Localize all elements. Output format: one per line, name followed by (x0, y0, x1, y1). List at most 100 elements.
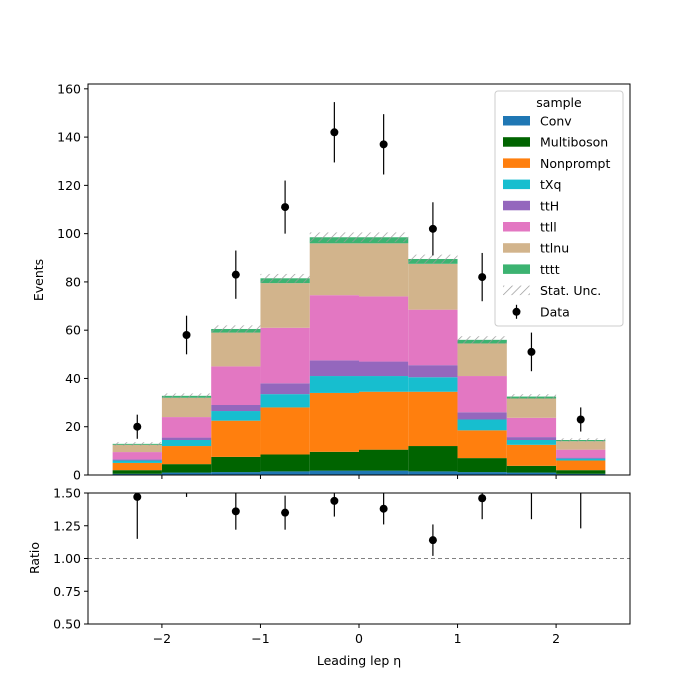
ratio-x-tick-label: −2 (153, 631, 171, 646)
bar-ttll-bin-6 (408, 309, 458, 366)
ratio-y-tick-label: 1.50 (53, 486, 81, 501)
legend-label-conv: Conv (540, 114, 572, 129)
bar-conv-bin-2 (211, 472, 261, 475)
main-y-axis-label: Events (31, 259, 46, 301)
bar-conv-bin-8 (506, 472, 557, 475)
bar-txq-bin-2 (211, 411, 261, 421)
main-panel: 0 20 40 60 80 100 120 140 160 Events (31, 81, 631, 483)
main-y-tick-label: 140 (57, 130, 81, 145)
ratio-point-7 (478, 494, 487, 503)
stat-unc-bin-4 (309, 232, 359, 243)
legend-swatch-nonprompt (503, 158, 530, 168)
bar-ttll-bin-8 (506, 417, 557, 438)
bar-ttll-bin-5 (359, 296, 409, 362)
bar-multiboson-bin-8 (506, 465, 557, 473)
stat-unc-bin-9 (556, 438, 606, 442)
bar-tth-bin-9 (556, 457, 606, 459)
bar-nonprompt-bin-7 (457, 430, 507, 459)
legend-item-nonprompt: Nonprompt (503, 156, 610, 171)
stat-unc-bin-8 (506, 394, 557, 399)
bar-txq-bin-9 (556, 458, 606, 461)
bar-ttlnu-bin-6 (408, 263, 458, 310)
ratio-plot-area (88, 493, 630, 559)
legend-swatch-stat-unc (503, 285, 530, 296)
stat-unc-bin-2 (211, 325, 261, 333)
data-point-5 (379, 140, 388, 149)
legend-items: Conv Multiboson Nonprompt tXq ttH ttll ttlnu tt… (503, 114, 610, 319)
legend-swatch-multiboson (503, 137, 530, 147)
bar-tth-bin-3 (260, 383, 310, 395)
main-y-tick-label: 100 (57, 226, 81, 241)
main-y-tick-label: 160 (57, 81, 81, 96)
data-points (133, 102, 585, 439)
legend-label-tth: ttH (540, 198, 559, 213)
bar-nonprompt-bin-1 (161, 446, 212, 465)
bar-conv-bin-6 (408, 471, 458, 475)
stat-unc-band (112, 232, 606, 446)
stat-unc-bin-7 (457, 336, 507, 344)
bar-conv-bin-7 (457, 472, 507, 475)
legend: sample Conv Multiboson Nonprompt tXq ttH ttll… (494, 90, 624, 327)
ratio-point-2 (231, 507, 240, 516)
ratio-y-tick-label: 0.75 (53, 584, 81, 599)
stat-unc-bin-5 (359, 232, 409, 243)
bar-conv-bin-1 (161, 472, 212, 475)
bar-tth-bin-4 (309, 360, 359, 377)
bar-ttlnu-bin-7 (457, 343, 507, 377)
legend-item-conv: Conv (503, 114, 572, 129)
legend-swatch-ttll (503, 222, 530, 232)
bar-ttlnu-bin-3 (260, 283, 310, 328)
main-y-tick-label: 60 (65, 323, 81, 338)
legend-label-data: Data (540, 304, 570, 319)
bar-nonprompt-bin-8 (506, 444, 557, 466)
ratio-panel: 0.50 0.75 1.00 1.25 1.50 −2 −1 0 1 2 Ratio Leadi… (27, 486, 631, 668)
bar-txq-bin-4 (309, 376, 359, 393)
data-point-2 (231, 270, 240, 279)
main-y-tick-label: 40 (65, 371, 81, 386)
bar-txq-bin-1 (161, 440, 212, 447)
bar-ttll-bin-9 (556, 449, 606, 458)
ratio-point-0 (133, 493, 142, 501)
bar-multiboson-bin-1 (161, 464, 212, 473)
data-point-4 (330, 128, 339, 137)
bar-multiboson-bin-4 (309, 451, 359, 471)
bar-ttlnu-bin-2 (211, 332, 261, 367)
bar-conv-bin-4 (309, 470, 359, 475)
series-txq (112, 376, 606, 463)
ratio-y-tick-label: 1.00 (53, 551, 81, 566)
bar-conv-bin-9 (556, 473, 606, 475)
ratio-point-6 (428, 536, 437, 545)
bar-txq-bin-6 (408, 377, 458, 392)
data-point-9 (576, 415, 585, 424)
bar-ttlnu-bin-8 (506, 398, 557, 418)
main-y-tick-label: 120 (57, 178, 81, 193)
ratio-y-tick-label: 0.50 (53, 617, 81, 632)
series-multiboson (112, 446, 606, 474)
series-ttll (112, 295, 606, 460)
main-y-tick-label: 0 (73, 468, 81, 483)
legend-item-ttlnu: ttlnu (503, 241, 569, 256)
bar-nonprompt-bin-9 (556, 460, 606, 471)
stat-unc-bin-0 (112, 442, 162, 446)
bar-nonprompt-bin-0 (112, 462, 162, 471)
bar-tth-bin-1 (161, 437, 212, 441)
data-point-6 (428, 224, 437, 233)
ratio-axes-frame (87, 492, 631, 625)
bar-conv-bin-3 (260, 471, 310, 475)
bar-multiboson-bin-3 (260, 454, 310, 472)
bar-multiboson-bin-6 (408, 446, 458, 472)
ratio-points (133, 493, 582, 556)
bar-ttlnu-bin-4 (309, 243, 359, 296)
main-y-tick-label: 20 (65, 419, 81, 434)
bar-ttll-bin-2 (211, 366, 261, 406)
ratio-x-tick-label: −1 (251, 631, 269, 646)
main-y-ticks: 0 20 40 60 80 100 120 140 160 (57, 81, 88, 483)
bar-tth-bin-5 (359, 361, 409, 377)
bar-tth-bin-6 (408, 365, 458, 378)
bar-tth-bin-2 (211, 405, 261, 412)
bar-multiboson-bin-9 (556, 470, 606, 474)
data-point-3 (281, 203, 290, 212)
data-point-7 (478, 273, 487, 282)
bar-ttll-bin-7 (457, 376, 507, 413)
